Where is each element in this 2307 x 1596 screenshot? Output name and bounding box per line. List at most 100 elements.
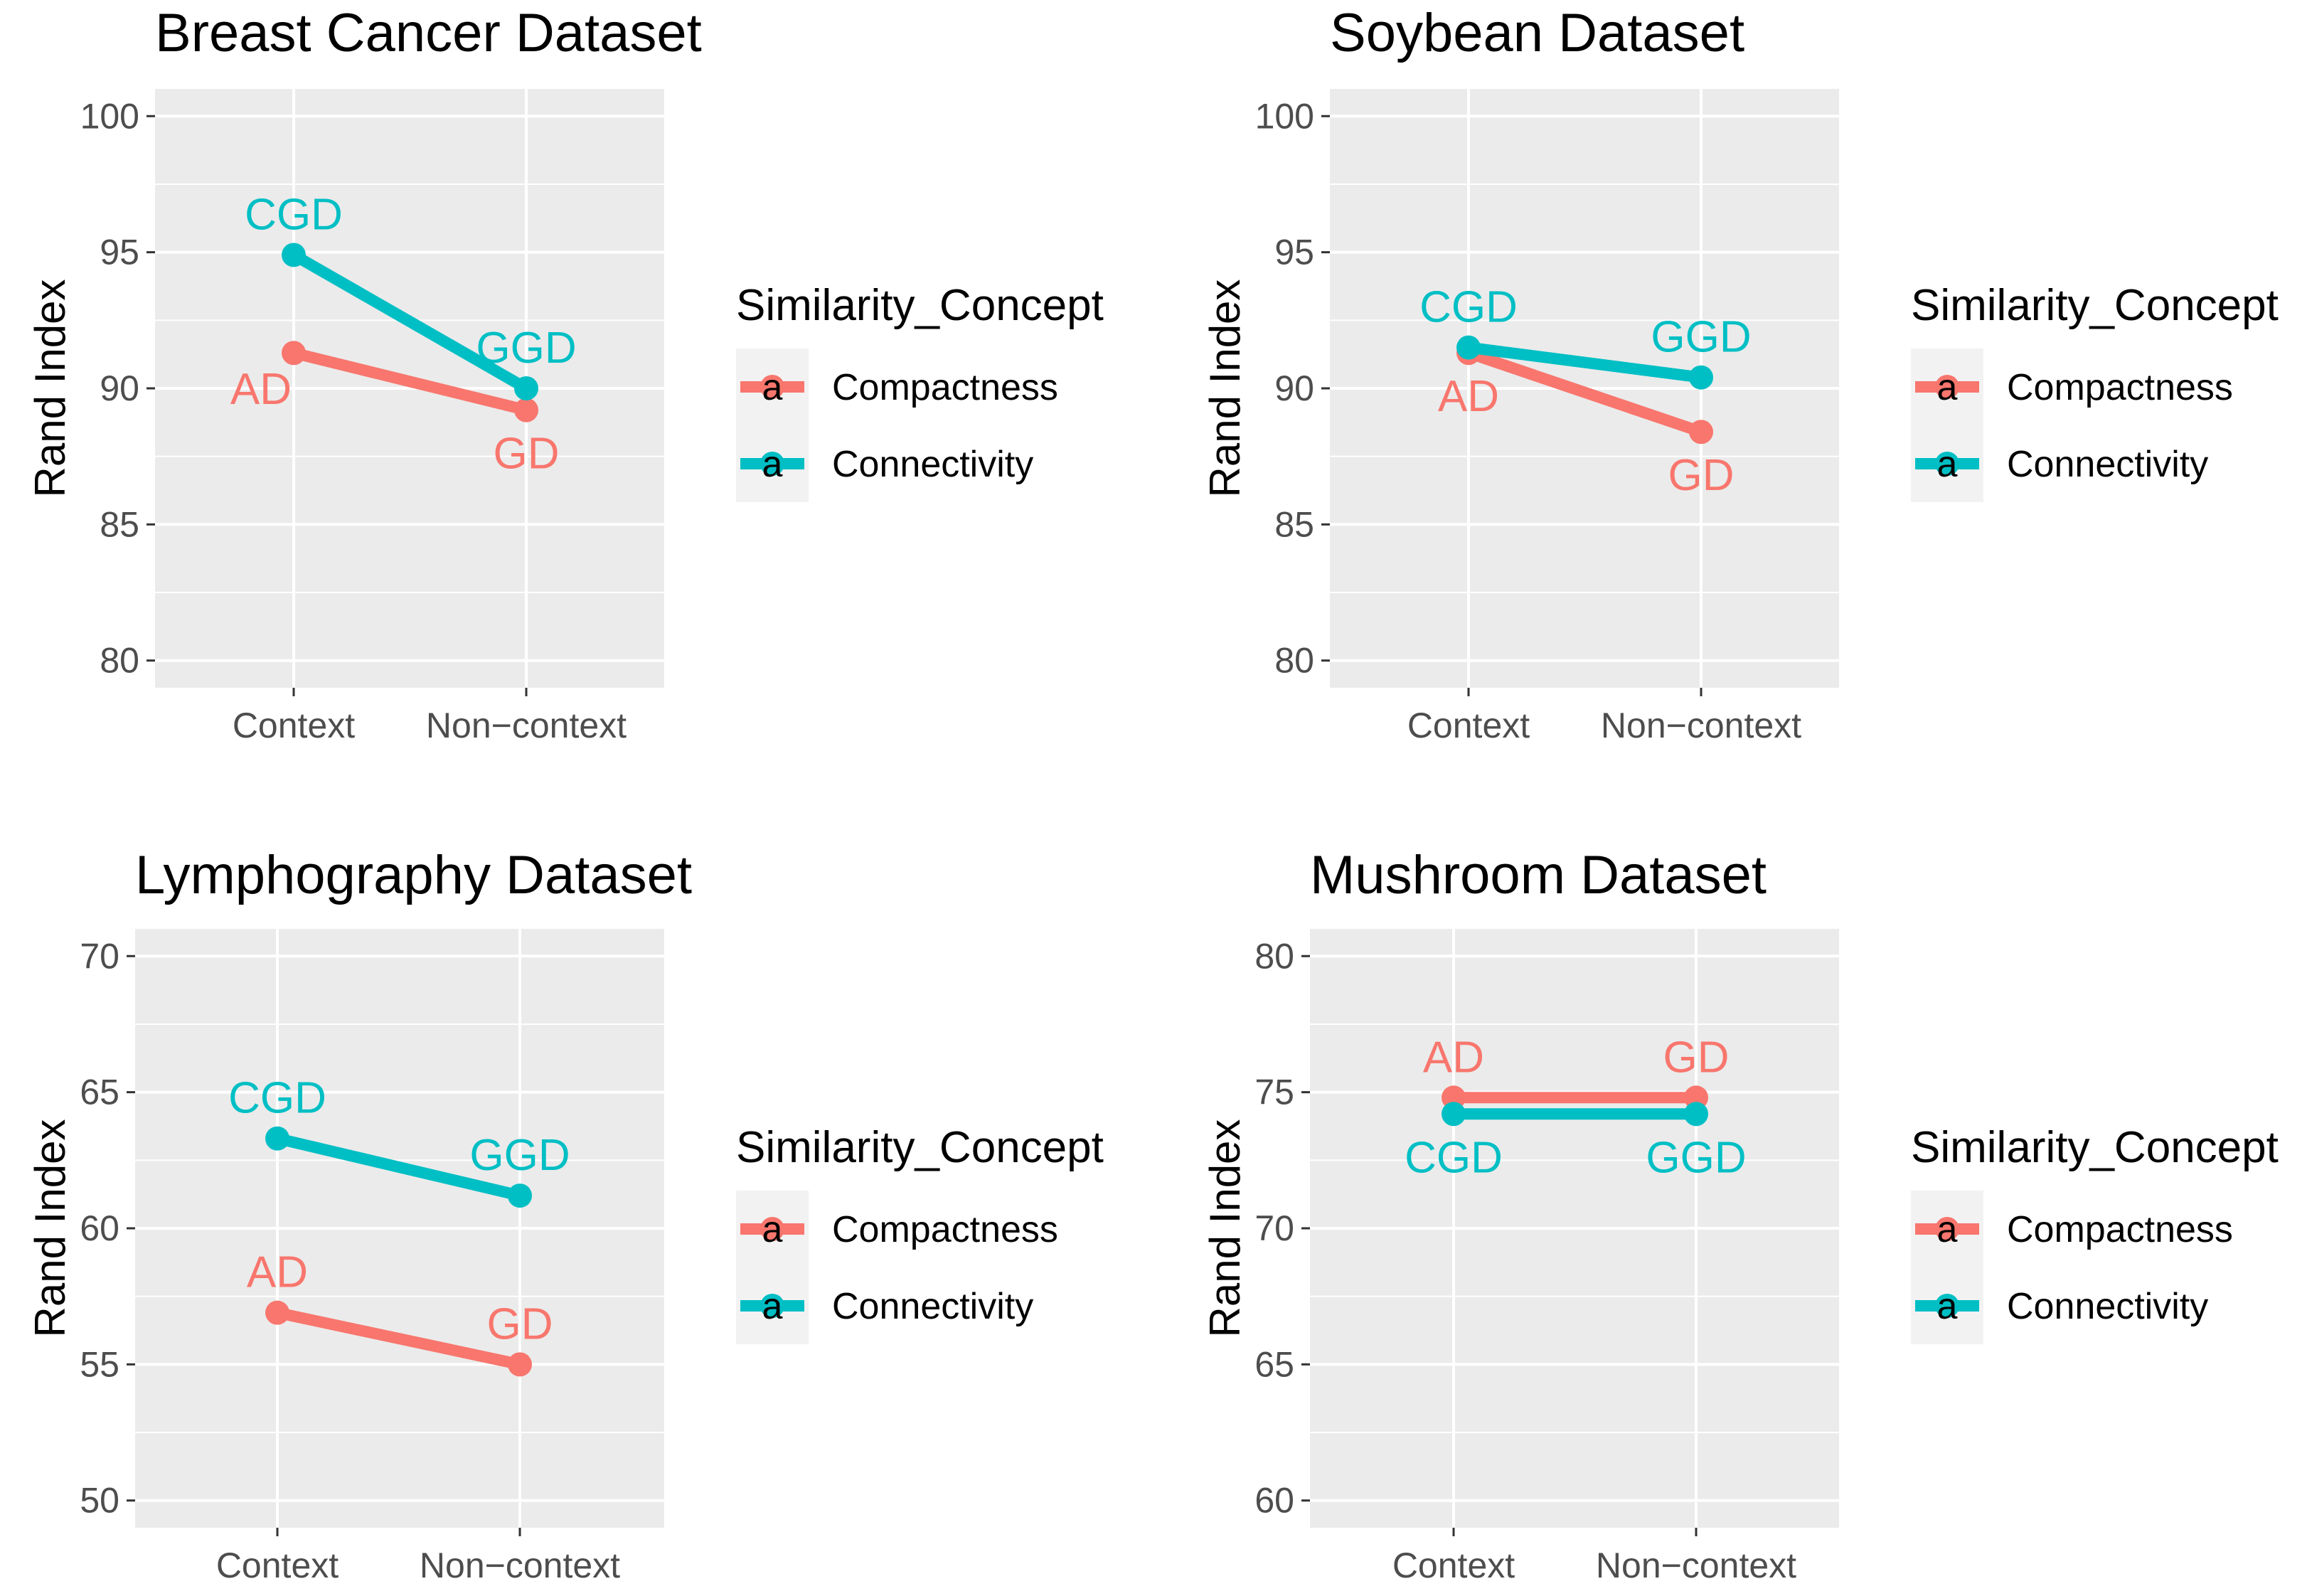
y-tick-label: 90 — [100, 368, 139, 408]
legend-item-label: Connectivity — [832, 1286, 1033, 1327]
data-point-compactness — [508, 1352, 532, 1377]
y-tick-label: 80 — [1274, 641, 1314, 681]
legend-title: Similarity_Concept — [1911, 281, 2279, 330]
y-tick-label: 85 — [1274, 504, 1314, 544]
y-axis-label: Rand Index — [1201, 1119, 1249, 1338]
x-tick-label: Non−context — [1596, 1546, 1796, 1585]
x-tick-label: Non−context — [420, 1546, 620, 1585]
legend-key-glyph: a — [1937, 1286, 1958, 1327]
y-tick-label: 60 — [80, 1208, 119, 1248]
point-label: CGD — [245, 190, 343, 239]
point-label: GGD — [1646, 1133, 1746, 1182]
data-point-compactness — [514, 398, 538, 422]
legend-title: Similarity_Concept — [1911, 1123, 2279, 1172]
legend-key-point — [760, 1217, 784, 1241]
x-tick-label: Context — [216, 1546, 339, 1585]
point-label: GGD — [1651, 313, 1751, 362]
legend-item-label: Connectivity — [2007, 444, 2208, 485]
y-tick-label: 100 — [80, 96, 139, 136]
data-point-compactness — [1689, 420, 1713, 445]
data-point-connectivity — [514, 376, 538, 400]
legend-key-glyph: a — [762, 367, 783, 408]
chart-panel-3: Lymphography Dataset 50 55 60 65 70 Context Non… — [26, 845, 1104, 1585]
series-line-compactness — [276, 1307, 521, 1371]
y-tick-label: 90 — [1274, 368, 1314, 408]
legend-title: Similarity_Concept — [736, 1123, 1104, 1172]
legend-item-label: Connectivity — [2007, 1286, 2208, 1327]
legend-key-glyph: a — [762, 1209, 783, 1250]
chart-panel-2: Soybean Dataset 80 85 90 95 100 Context Non−con… — [1201, 3, 2279, 745]
y-axis-label: Rand Index — [26, 1119, 74, 1338]
y-tick-label: 95 — [1274, 233, 1314, 272]
legend-key-point — [1935, 1294, 1959, 1318]
chart-panel-1: Breast Cancer Dataset 80 85 90 95 100 Context N… — [26, 3, 1104, 745]
data-point-connectivity — [1442, 1102, 1466, 1127]
point-label: CGD — [1405, 1133, 1503, 1182]
chart-title: Breast Cancer Dataset — [155, 3, 702, 63]
chart-panel-4: Mushroom Dataset 60 65 70 75 80 Context Non−con… — [1201, 845, 2279, 1585]
y-tick-label: 65 — [80, 1073, 119, 1112]
point-label: GGD — [469, 1131, 570, 1180]
data-point-connectivity — [1456, 335, 1481, 360]
legend-key-glyph: a — [762, 444, 783, 485]
chart-title: Lymphography Dataset — [135, 845, 692, 905]
x-tick-label: Context — [1392, 1546, 1515, 1585]
legend-title: Similarity_Concept — [736, 281, 1104, 330]
legend-key-glyph: a — [1937, 1209, 1958, 1250]
legend-item-label: Compactness — [832, 1209, 1058, 1250]
point-label: CGD — [1419, 283, 1518, 332]
legend-key-point — [760, 375, 784, 399]
point-label: GD — [494, 430, 560, 479]
y-tick-label: 65 — [1254, 1344, 1294, 1384]
series-line-compactness — [292, 347, 528, 416]
y-tick-label: 70 — [1254, 1208, 1294, 1248]
point-label: CGD — [228, 1074, 326, 1123]
y-tick-label: 50 — [80, 1481, 119, 1521]
y-tick-label: 55 — [80, 1344, 119, 1384]
legend-item-label: Connectivity — [832, 444, 1033, 485]
x-tick-label: Context — [233, 706, 355, 745]
y-tick-label: 60 — [1254, 1481, 1294, 1521]
legend-key-point — [1935, 1217, 1959, 1241]
x-tick-label: Non−context — [1601, 706, 1801, 745]
data-point-compactness — [265, 1300, 289, 1325]
data-point-compactness — [282, 341, 306, 366]
legend-key-glyph: a — [1937, 367, 1958, 408]
y-axis-label: Rand Index — [1201, 280, 1249, 498]
legend-key-point — [1935, 375, 1959, 399]
point-label: GGD — [476, 324, 576, 373]
legend-item-label: Compactness — [2007, 1209, 2233, 1250]
y-tick-label: 80 — [100, 641, 139, 681]
chart-title: Soybean Dataset — [1330, 3, 1744, 63]
legend-item-label: Compactness — [2007, 367, 2233, 408]
series-line-connectivity — [291, 250, 529, 393]
legend-key-point — [1935, 452, 1959, 476]
data-point-connectivity — [1684, 1102, 1708, 1127]
point-label: AD — [1438, 372, 1499, 421]
point-label: GD — [1668, 451, 1735, 500]
series-line-connectivity — [276, 1132, 521, 1201]
data-point-connectivity — [282, 243, 306, 267]
y-tick-label: 95 — [100, 233, 139, 272]
data-point-connectivity — [1689, 365, 1713, 390]
point-label: AD — [1423, 1033, 1484, 1082]
data-point-connectivity — [265, 1126, 289, 1151]
x-tick-label: Context — [1407, 706, 1530, 745]
y-axis-label: Rand Index — [26, 280, 74, 498]
y-tick-label: 70 — [80, 936, 119, 976]
legend-key-glyph: a — [762, 1286, 783, 1327]
legend-key-glyph: a — [1937, 444, 1958, 485]
x-tick-label: Non−context — [426, 706, 627, 745]
point-label: AD — [247, 1248, 308, 1297]
y-tick-label: 80 — [1254, 936, 1294, 976]
y-tick-label: 75 — [1254, 1073, 1294, 1112]
y-tick-label: 85 — [100, 504, 139, 544]
point-label: AD — [230, 365, 292, 414]
series-line-connectivity — [1467, 341, 1703, 383]
point-label: GD — [1663, 1033, 1730, 1082]
